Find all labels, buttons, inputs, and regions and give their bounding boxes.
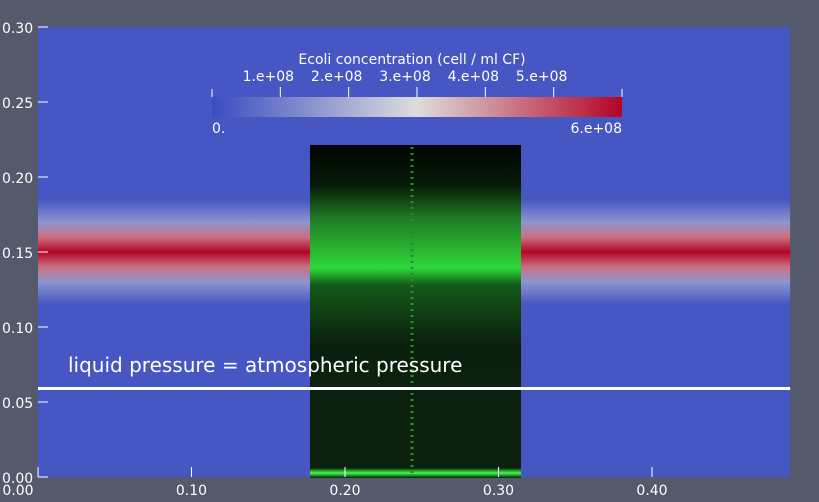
- annotation: liquid pressure = atmospheric pressure: [68, 353, 462, 377]
- x-tick-label: 0.40: [636, 483, 667, 499]
- y-tick-label: 0.30: [2, 21, 33, 37]
- microscope-image: [310, 145, 521, 478]
- y-tick-label: 0.00: [2, 471, 33, 487]
- colorbar-tick-label: 4.e+08: [448, 69, 500, 85]
- x-tick-label: 0.10: [176, 483, 207, 499]
- y-tick-label: 0.25: [2, 96, 33, 112]
- colorbar-tick-label: 3.e+08: [379, 69, 431, 85]
- y-tick-label: 0.10: [2, 321, 33, 337]
- colorbar-tick-label: 2.e+08: [311, 69, 363, 85]
- y-tick-label: 0.05: [2, 396, 33, 412]
- colorbar-tick-label: 5.e+08: [516, 69, 568, 85]
- x-tick-label: 0.30: [483, 483, 514, 499]
- colorbar-title: Ecoli concentration (cell / ml CF): [298, 52, 525, 68]
- colorbar-range-label: 6.e+08: [570, 121, 622, 137]
- colorbar: [212, 97, 622, 117]
- colorbar-tick-label: 1.e+08: [243, 69, 295, 85]
- x-tick-label: 0.00: [2, 483, 33, 499]
- colorbar-range-label: 0.: [212, 121, 225, 137]
- y-tick-label: 0.15: [2, 246, 33, 262]
- x-tick-label: 0.20: [329, 483, 360, 499]
- y-tick-label: 0.20: [2, 171, 33, 187]
